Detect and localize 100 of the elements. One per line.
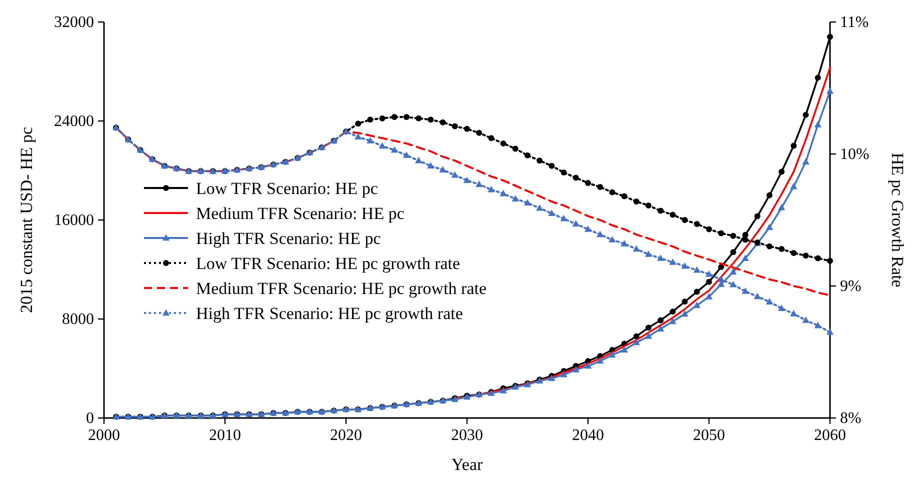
point	[646, 202, 652, 208]
point	[452, 123, 458, 130]
point	[730, 268, 737, 275]
point	[754, 213, 760, 220]
point	[766, 192, 772, 198]
point	[814, 322, 822, 328]
point	[682, 217, 688, 223]
point	[560, 214, 568, 222]
point	[754, 292, 761, 300]
point	[814, 120, 822, 128]
point	[585, 180, 591, 186]
point	[742, 287, 749, 294]
point	[609, 189, 616, 196]
legend-label: Medium TFR Scenario: HE pc	[196, 204, 405, 223]
point	[705, 292, 713, 300]
legend-label: Medium TFR Scenario: HE pc growth rate	[196, 279, 487, 298]
point	[826, 88, 834, 94]
x-tick-label: 2060	[814, 427, 846, 444]
point	[476, 180, 483, 187]
point	[670, 308, 676, 315]
x-tick-label: 2010	[209, 427, 241, 444]
point	[826, 328, 834, 335]
point	[488, 186, 495, 192]
point	[730, 249, 736, 256]
point	[463, 176, 471, 183]
point	[766, 298, 774, 304]
point	[560, 370, 568, 378]
point	[524, 152, 530, 158]
point	[657, 325, 664, 332]
point	[402, 152, 410, 158]
point	[644, 332, 652, 339]
point	[439, 166, 446, 172]
point	[596, 357, 604, 364]
point	[560, 169, 567, 176]
point	[354, 133, 362, 140]
point	[620, 346, 628, 353]
point	[802, 252, 809, 259]
point	[790, 310, 798, 316]
point	[512, 146, 518, 152]
point	[621, 193, 628, 200]
point	[778, 246, 785, 252]
point	[694, 220, 700, 227]
point	[802, 112, 809, 118]
point	[778, 304, 786, 312]
point	[802, 316, 810, 323]
point	[633, 198, 640, 205]
point	[658, 208, 664, 214]
point	[620, 240, 628, 246]
point	[548, 210, 556, 216]
point	[367, 116, 374, 123]
y-tick-label: 32000	[54, 14, 94, 31]
point	[802, 158, 810, 164]
point	[706, 226, 712, 232]
point	[778, 204, 786, 210]
legend-label: Low TFR Scenario: HE pc growth rate	[196, 254, 460, 273]
point	[584, 362, 592, 369]
point	[597, 184, 604, 190]
x-tick-label: 2050	[693, 427, 725, 444]
legend-label: Low TFR Scenario: HE pc	[196, 179, 378, 198]
y2-axis-title: HE pc Growth Rate	[888, 152, 907, 288]
point	[681, 262, 688, 269]
point	[670, 212, 676, 218]
point	[814, 255, 821, 262]
point	[427, 162, 434, 168]
point	[705, 270, 713, 277]
point	[633, 333, 640, 340]
point	[718, 230, 724, 236]
x-tick-label: 2040	[572, 427, 604, 444]
point	[766, 243, 772, 250]
point	[766, 224, 774, 230]
x-tick-label: 2000	[88, 427, 120, 444]
y-tick-label: 8000	[62, 311, 94, 328]
point	[488, 135, 494, 142]
point	[415, 156, 422, 164]
point	[669, 258, 676, 265]
point	[416, 115, 422, 122]
point	[404, 114, 410, 120]
point	[500, 190, 507, 196]
y2-tick-label: 8%	[840, 410, 862, 427]
point	[512, 195, 519, 202]
y2-tick-label: 11%	[840, 14, 869, 31]
point	[646, 324, 652, 331]
point	[440, 119, 446, 126]
point	[596, 230, 604, 238]
point	[681, 310, 688, 317]
point	[790, 142, 797, 149]
point	[584, 225, 592, 232]
point	[378, 142, 386, 149]
point	[464, 126, 470, 132]
y-axis-title: 2015 constant USD- HE pc	[17, 126, 36, 314]
point	[682, 298, 688, 305]
legend-label: High TFR Scenario: HE pc	[196, 229, 382, 248]
point	[572, 366, 580, 372]
point	[658, 317, 664, 324]
point	[428, 116, 434, 123]
point	[644, 250, 652, 257]
point	[548, 162, 555, 169]
point	[814, 74, 821, 81]
point	[632, 338, 640, 346]
x-tick-label: 2030	[451, 427, 483, 444]
